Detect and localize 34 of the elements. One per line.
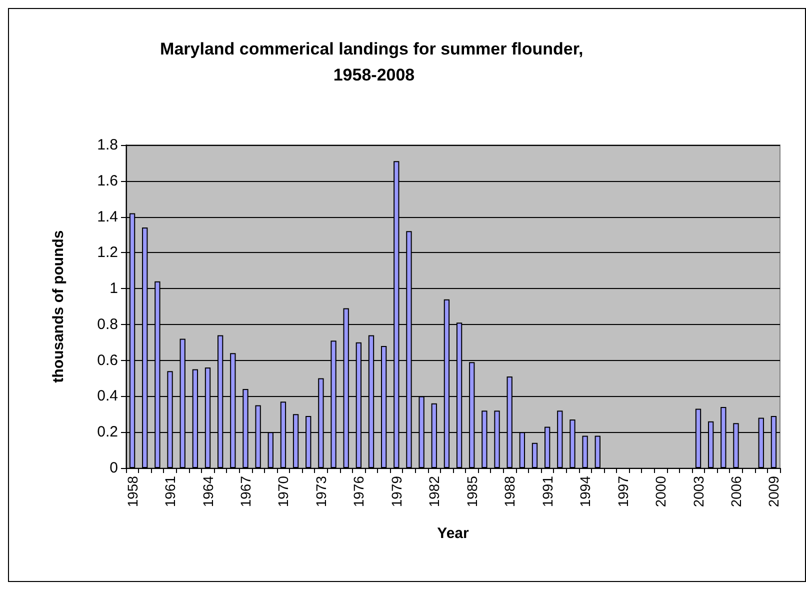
y-tick-label: 0.2 — [97, 424, 118, 441]
x-tick-label: 1994 — [577, 476, 594, 508]
x-tick-label: 2009 — [766, 476, 782, 508]
x-tick-label: 1967 — [237, 476, 254, 508]
x-tick-label: 1997 — [614, 476, 631, 508]
x-tick-label: 1961 — [162, 476, 178, 508]
x-tick-label: 1982 — [426, 476, 442, 508]
y-tick-label: 1.4 — [97, 208, 118, 226]
y-tick-label: 1.6 — [97, 172, 118, 190]
x-tick-label: 1964 — [200, 476, 216, 508]
x-tick-label: 1973 — [312, 476, 329, 508]
y-tick-label: 1 — [110, 280, 118, 298]
y-axis-title: thousands of pounds — [50, 230, 67, 383]
y-tick-label: 0.8 — [97, 316, 118, 333]
y-tick-label: 0 — [110, 460, 118, 476]
chart-title: Maryland commerical landings for summer flounder, 1958-2008 — [160, 40, 588, 84]
x-tick-label: 1991 — [539, 476, 556, 508]
x-tick-label: 2000 — [652, 476, 669, 508]
y-tick-label: 0.4 — [97, 388, 118, 405]
x-tick-label: 1985 — [464, 476, 480, 508]
x-tick-label: 1979 — [388, 476, 404, 508]
y-tick-label: 0.6 — [97, 352, 118, 369]
x-tick-label: 1970 — [275, 476, 292, 508]
x-axis-title: Year — [437, 525, 470, 542]
x-tick-label: 2003 — [690, 476, 706, 508]
y-tick-label: 1.8 — [97, 136, 118, 154]
x-tick-label: 1976 — [350, 476, 367, 508]
bar — [532, 442, 538, 468]
bar — [594, 436, 600, 468]
x-tick-label: 1958 — [124, 476, 140, 508]
x-tick-label: 2006 — [728, 476, 744, 508]
bar — [582, 436, 588, 468]
y-tick-label: 1.2 — [97, 244, 118, 262]
x-tick-label: 1988 — [502, 476, 518, 508]
